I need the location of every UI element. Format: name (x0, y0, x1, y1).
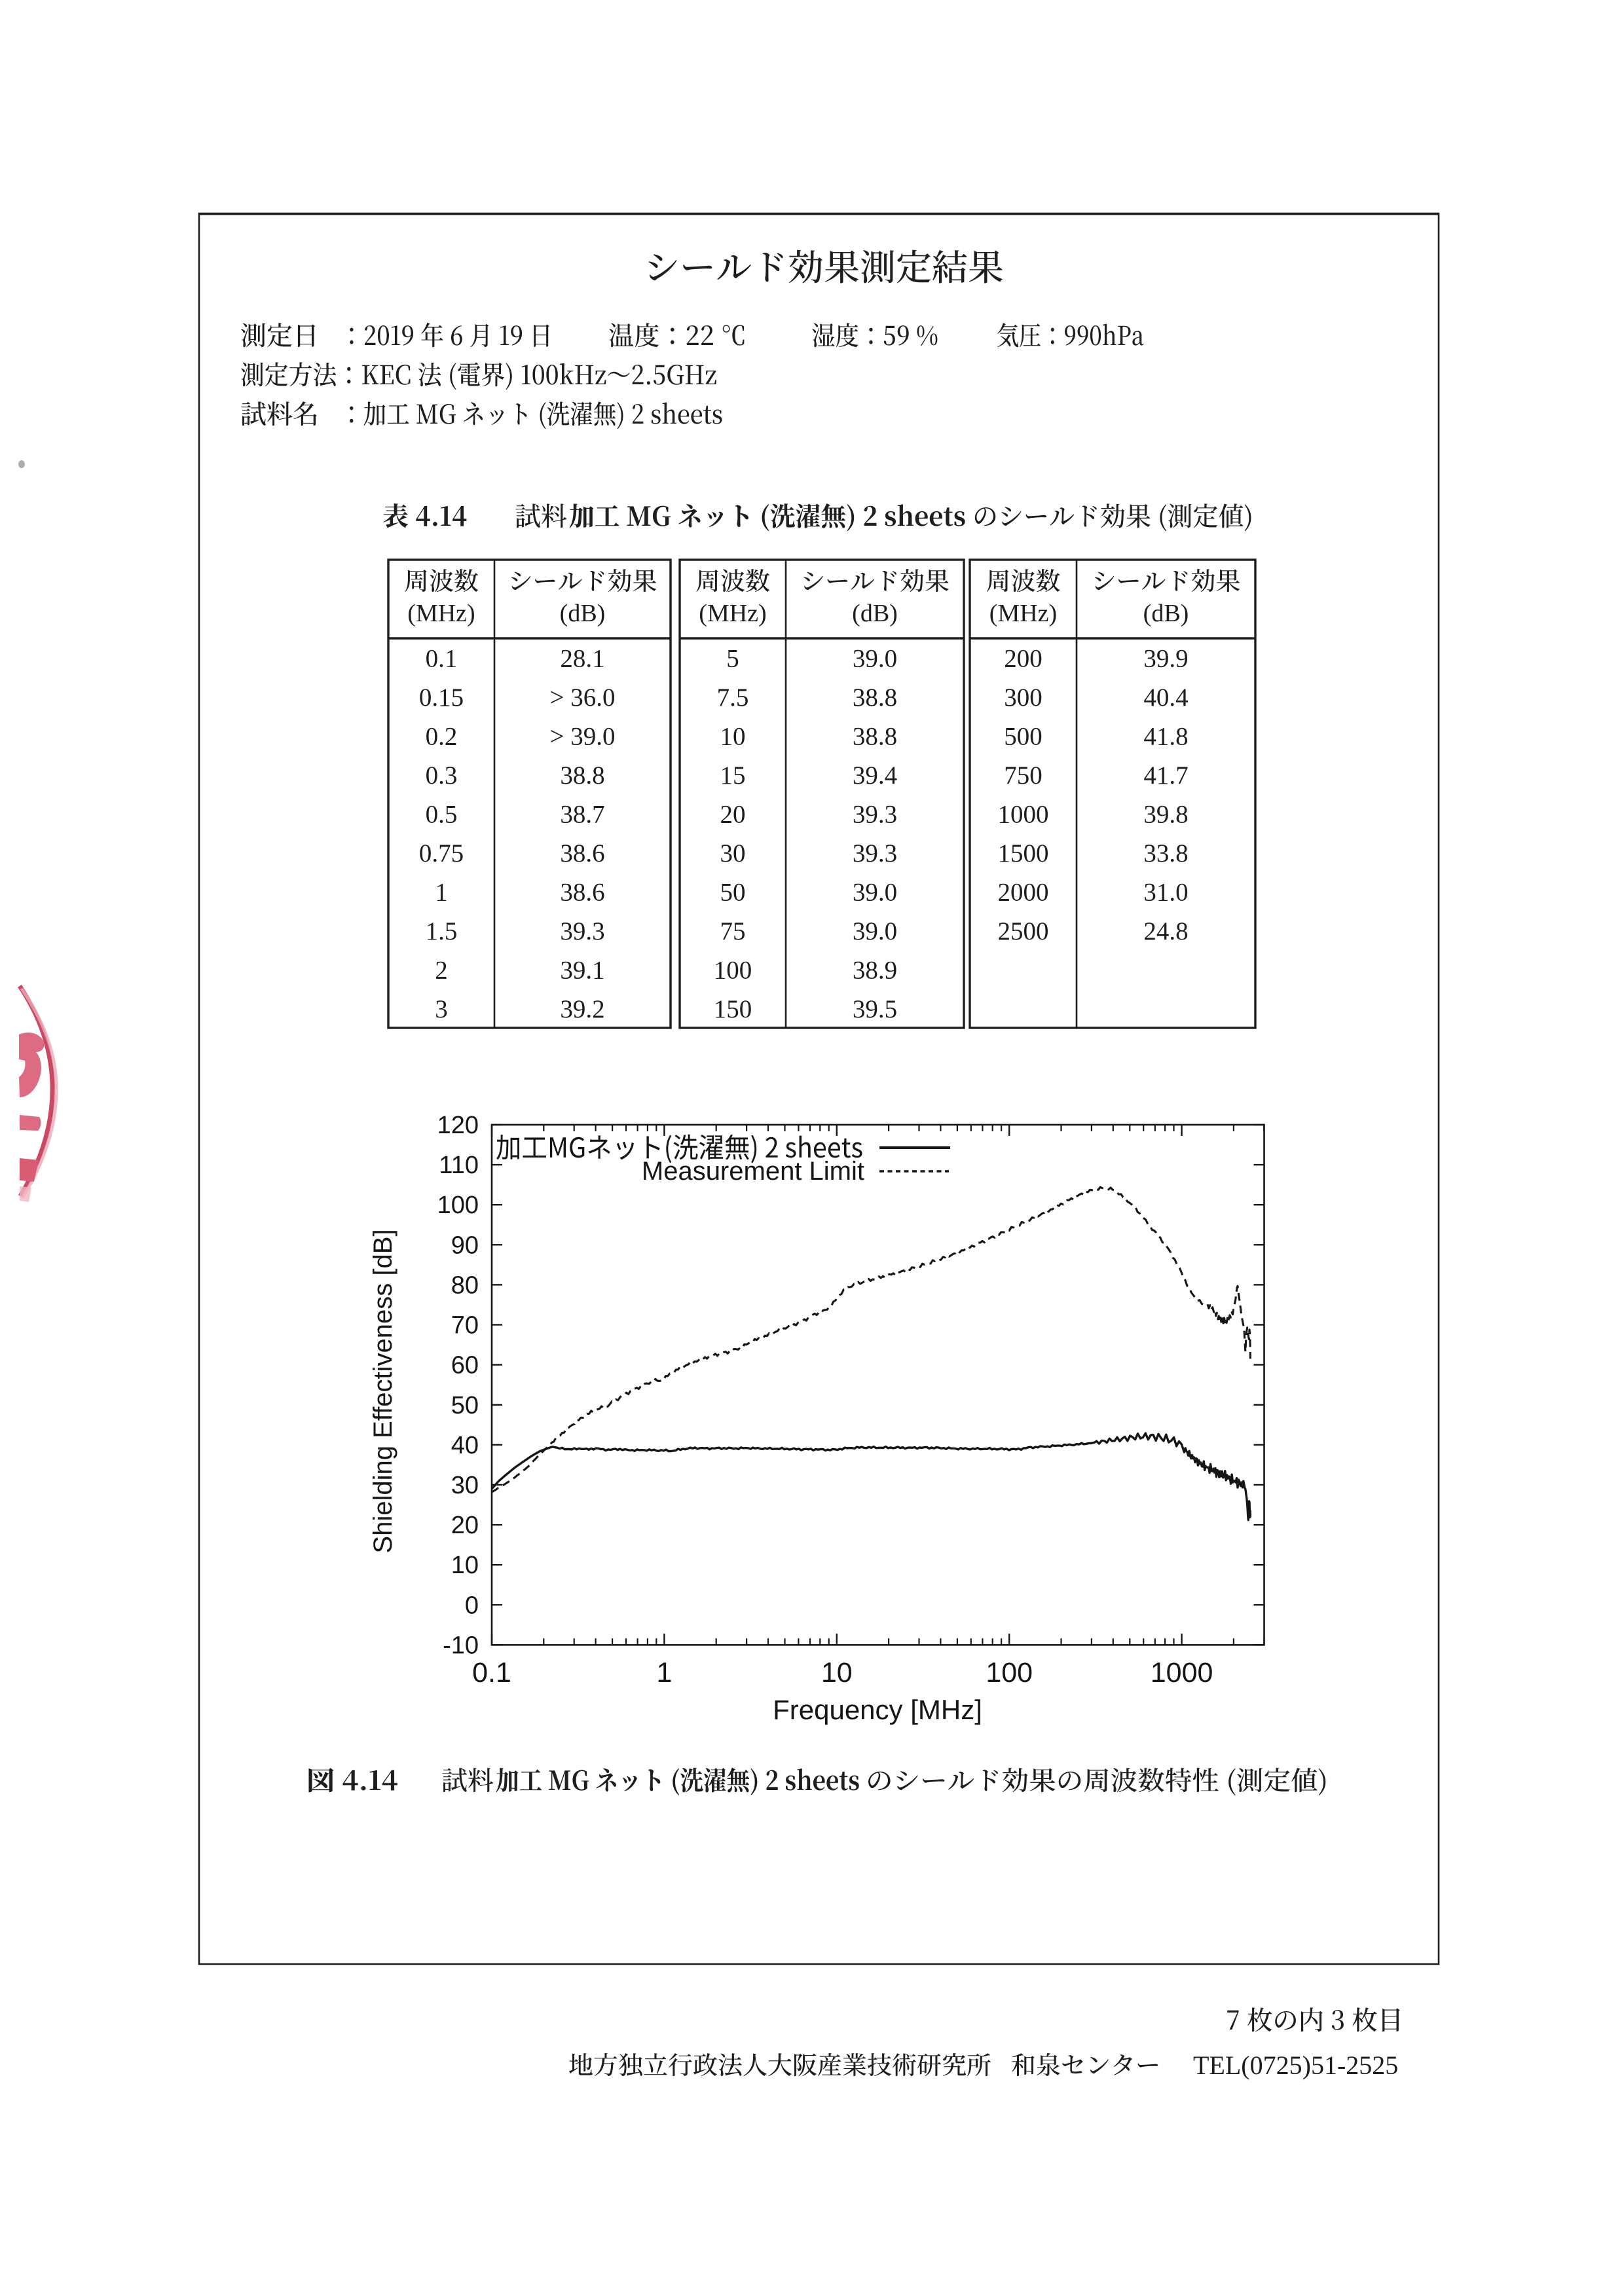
svg-text:(MHz): (MHz) (989, 600, 1057, 627)
svg-text:7.5: 7.5 (717, 683, 749, 712)
svg-text:40.4: 40.4 (1143, 683, 1188, 712)
svg-text:0.3: 0.3 (426, 761, 458, 790)
svg-text:39.4: 39.4 (853, 761, 897, 790)
svg-text:5: 5 (726, 645, 739, 673)
svg-text:39.2: 39.2 (560, 995, 604, 1023)
svg-text:90: 90 (451, 1231, 479, 1259)
svg-text:39.3: 39.3 (853, 801, 897, 829)
svg-text:TEL(0725)51-2525: TEL(0725)51-2525 (1193, 2050, 1398, 2080)
svg-text:80: 80 (451, 1271, 479, 1299)
svg-text:Measurement Limit: Measurement Limit (642, 1157, 864, 1186)
svg-text:100: 100 (714, 957, 752, 985)
svg-text:31.0: 31.0 (1143, 879, 1188, 907)
svg-text:(dB): (dB) (852, 600, 898, 627)
svg-text:Shielding Effectiveness [dB]: Shielding Effectiveness [dB] (369, 1229, 397, 1553)
svg-text:70: 70 (451, 1312, 479, 1339)
svg-text:0.2: 0.2 (426, 723, 458, 751)
svg-text:0.15: 0.15 (419, 683, 464, 712)
svg-text:30: 30 (451, 1472, 479, 1499)
svg-text:750: 750 (1004, 761, 1043, 790)
svg-text:> 36.0: > 36.0 (550, 683, 616, 712)
svg-text:2: 2 (435, 957, 448, 985)
svg-text:100: 100 (986, 1657, 1033, 1688)
svg-text:150: 150 (714, 995, 752, 1023)
svg-text:0.1: 0.1 (472, 1657, 511, 1688)
svg-text:1: 1 (656, 1657, 672, 1688)
svg-text:60: 60 (451, 1352, 479, 1379)
svg-text:(MHz): (MHz) (699, 600, 766, 627)
svg-text:15: 15 (720, 761, 746, 790)
svg-text:10: 10 (451, 1552, 479, 1579)
svg-text:39.0: 39.0 (853, 645, 897, 673)
svg-text:1: 1 (435, 879, 448, 907)
svg-text:110: 110 (439, 1152, 479, 1179)
svg-text:50: 50 (720, 879, 746, 907)
svg-text:-10: -10 (443, 1631, 479, 1659)
svg-text:0.75: 0.75 (419, 839, 464, 867)
svg-text:1500: 1500 (998, 839, 1049, 867)
svg-text:0.5: 0.5 (426, 801, 458, 829)
svg-text:(dB): (dB) (560, 600, 606, 627)
svg-text:38.8: 38.8 (560, 761, 604, 790)
svg-text:39.3: 39.3 (560, 917, 604, 945)
svg-text:3: 3 (435, 995, 448, 1023)
svg-text:300: 300 (1004, 683, 1043, 712)
svg-text:(dB): (dB) (1143, 600, 1189, 627)
svg-text:1000: 1000 (1151, 1657, 1213, 1688)
svg-text:500: 500 (1004, 723, 1043, 751)
svg-text:0.1: 0.1 (426, 645, 458, 673)
svg-text:0: 0 (465, 1592, 479, 1619)
svg-text:50: 50 (451, 1392, 479, 1419)
svg-text:41.7: 41.7 (1143, 761, 1188, 790)
svg-text:39.9: 39.9 (1143, 645, 1188, 673)
svg-text:39.0: 39.0 (853, 879, 897, 907)
svg-text:39.8: 39.8 (1143, 801, 1188, 829)
svg-text:120: 120 (437, 1112, 479, 1139)
svg-text:33.8: 33.8 (1143, 839, 1188, 867)
svg-text:75: 75 (720, 917, 746, 945)
svg-text:100: 100 (437, 1192, 479, 1219)
svg-text:Frequency [MHz]: Frequency [MHz] (773, 1694, 982, 1725)
svg-text:38.9: 38.9 (853, 957, 897, 985)
svg-text:20: 20 (451, 1512, 479, 1539)
svg-text:41.8: 41.8 (1143, 723, 1188, 751)
svg-text:10: 10 (720, 723, 746, 751)
svg-text:1000: 1000 (998, 801, 1049, 829)
svg-text:28.1: 28.1 (560, 645, 604, 673)
svg-text:30: 30 (720, 839, 746, 867)
svg-text:20: 20 (720, 801, 746, 829)
svg-text:2500: 2500 (998, 917, 1049, 945)
svg-text:38.6: 38.6 (560, 839, 604, 867)
svg-text:39.5: 39.5 (853, 995, 897, 1023)
svg-text:40: 40 (451, 1432, 479, 1459)
svg-text:38.8: 38.8 (853, 683, 897, 712)
svg-text:39.3: 39.3 (853, 839, 897, 867)
svg-text:1.5: 1.5 (426, 917, 458, 945)
svg-text:200: 200 (1004, 645, 1043, 673)
svg-text:39.1: 39.1 (560, 957, 604, 985)
svg-text:(MHz): (MHz) (407, 600, 475, 627)
svg-text:38.8: 38.8 (853, 723, 897, 751)
svg-text:> 39.0: > 39.0 (550, 723, 616, 751)
svg-text:39.0: 39.0 (853, 917, 897, 945)
svg-text:38.6: 38.6 (560, 879, 604, 907)
svg-text:38.7: 38.7 (560, 801, 604, 829)
svg-text:2000: 2000 (998, 879, 1049, 907)
svg-text:24.8: 24.8 (1143, 917, 1188, 945)
svg-text:10: 10 (821, 1657, 853, 1688)
